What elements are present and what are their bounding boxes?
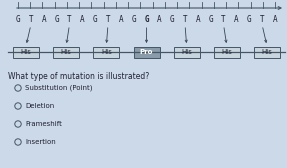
Text: Pro: Pro — [140, 49, 153, 55]
Text: G: G — [247, 15, 252, 25]
Text: A: A — [157, 15, 162, 25]
Text: T: T — [28, 15, 33, 25]
Text: G: G — [131, 15, 136, 25]
Text: T: T — [221, 15, 226, 25]
Text: A: A — [80, 15, 85, 25]
Text: A: A — [41, 15, 46, 25]
Text: A: A — [234, 15, 239, 25]
Text: His: His — [101, 49, 112, 55]
Text: His: His — [261, 49, 272, 55]
Text: A: A — [119, 15, 123, 25]
FancyBboxPatch shape — [13, 47, 39, 57]
Text: G: G — [54, 15, 59, 25]
Text: G: G — [208, 15, 213, 25]
Text: G: G — [170, 15, 174, 25]
Text: T: T — [106, 15, 110, 25]
Text: A: A — [273, 15, 277, 25]
FancyBboxPatch shape — [93, 47, 119, 57]
Text: His: His — [61, 49, 71, 55]
Text: His: His — [181, 49, 192, 55]
Text: What type of mutation is illustrated?: What type of mutation is illustrated? — [8, 72, 149, 81]
Text: T: T — [260, 15, 264, 25]
Text: His: His — [21, 49, 32, 55]
Text: Frameshift: Frameshift — [25, 121, 62, 127]
Text: T: T — [67, 15, 72, 25]
Text: His: His — [221, 49, 232, 55]
FancyBboxPatch shape — [254, 47, 280, 57]
FancyBboxPatch shape — [214, 47, 240, 57]
Text: G: G — [93, 15, 97, 25]
Text: G: G — [16, 15, 20, 25]
FancyBboxPatch shape — [53, 47, 79, 57]
Text: A: A — [195, 15, 200, 25]
Text: T: T — [183, 15, 187, 25]
Text: Insertion: Insertion — [25, 139, 56, 145]
Text: Substitution (Point): Substitution (Point) — [25, 85, 92, 91]
FancyBboxPatch shape — [133, 47, 160, 57]
Text: G: G — [144, 15, 149, 25]
Text: Deletion: Deletion — [25, 103, 54, 109]
FancyBboxPatch shape — [174, 47, 200, 57]
